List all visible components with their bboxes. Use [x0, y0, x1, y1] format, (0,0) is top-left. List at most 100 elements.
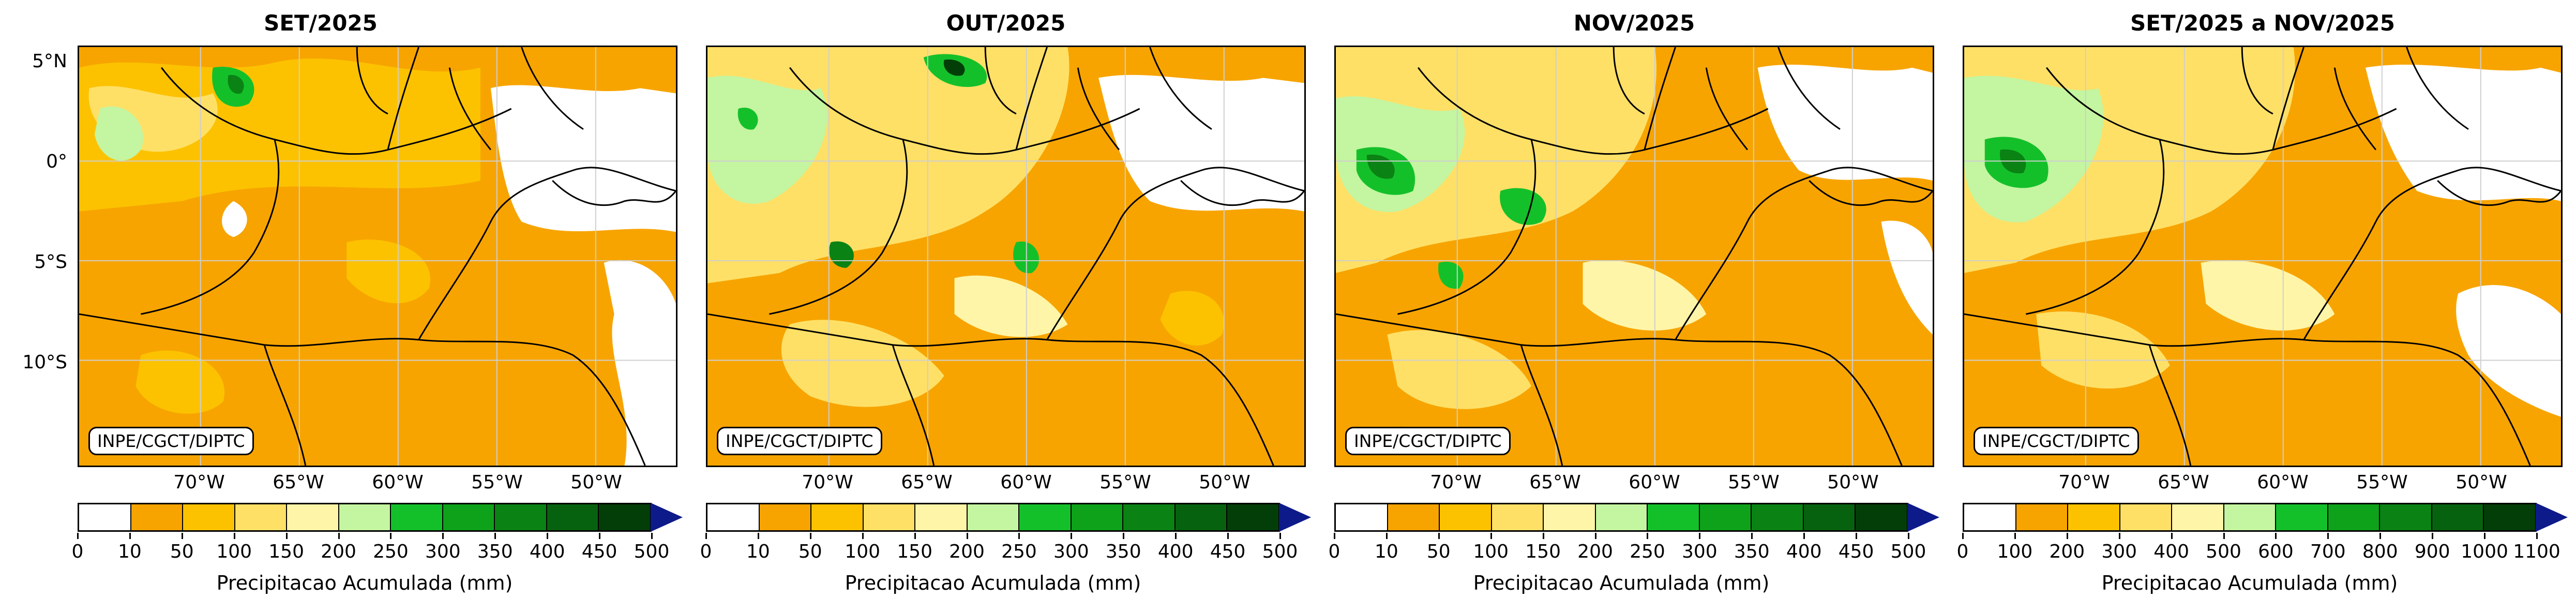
colorbar-segment [1227, 504, 1279, 530]
colorbar-tick-label: 300 [2101, 541, 2137, 562]
colorbar-segment [811, 504, 864, 530]
colorbar-tick-label: 450 [1210, 541, 1246, 562]
lon-label-65w: 65°W [2158, 472, 2209, 493]
lon-label-55w: 55°W [1099, 472, 1151, 493]
colorbar-tick [2327, 533, 2329, 539]
colorbar-segment [1964, 504, 2016, 530]
lon-label-50w: 50°W [570, 472, 622, 493]
colorbar-tick [1279, 533, 1281, 539]
colorbar-tick [1856, 533, 1858, 539]
colorbar-segment [915, 504, 968, 530]
colorbar-segment [863, 504, 916, 530]
colorbar-tick-label: 450 [1838, 541, 1874, 562]
colorbar-tick-label: 500 [1262, 541, 1298, 562]
colorbar-tick [1542, 533, 1544, 539]
colorbar-segment [2068, 504, 2120, 530]
colorbar-tick [1071, 533, 1073, 539]
colorbar-tick-label: 1100 [2513, 541, 2560, 562]
lon-label-50w: 50°W [1827, 472, 1879, 493]
colorbar-segment [183, 504, 235, 530]
colorbar-extend-arrow [1279, 503, 1311, 532]
colorbar-tick-label: 100 [1997, 541, 2033, 562]
colorbar-label: Precipitacao Acumulada (mm) [2101, 572, 2398, 594]
colorbar-segment [1336, 504, 1388, 530]
colorbar-segment [2380, 504, 2432, 530]
colorbar-tick-label: 350 [1734, 541, 1770, 562]
lon-label-70w: 70°W [802, 472, 853, 493]
colorbar-tick-label: 700 [2310, 541, 2346, 562]
lon-label-55w: 55°W [471, 472, 523, 493]
colorbar-segment [235, 504, 288, 530]
colorbar-tick-label: 150 [1525, 541, 1561, 562]
lon-label-65w: 65°W [901, 472, 953, 493]
colorbar-tick-label: 10 [118, 541, 142, 562]
colorbar-tick-label: 400 [529, 541, 565, 562]
lon-label-65w: 65°W [1529, 472, 1581, 493]
colorbar-tick [1803, 533, 1805, 539]
colorbar-tick-label: 800 [2362, 541, 2398, 562]
source-label: INPE/CGCT/DIPTC [88, 427, 254, 455]
colorbar-label: Precipitacao Acumulada (mm) [1473, 572, 1770, 594]
colorbar-segment [2328, 504, 2381, 530]
colorbar-tick-label: 450 [581, 541, 617, 562]
colorbar-tick [2275, 533, 2277, 539]
colorbar-segment [2224, 504, 2277, 530]
colorbar-extend-arrow [1907, 503, 1939, 532]
map-shading [79, 47, 676, 466]
source-label: INPE/CGCT/DIPTC [717, 427, 882, 455]
colorbar-tick [442, 533, 444, 539]
colorbar-tick [809, 533, 811, 539]
colorbar-tick-label: 100 [1473, 541, 1509, 562]
lon-label-60w: 60°W [1000, 472, 1052, 493]
colorbar-segment [1492, 504, 1544, 530]
colorbar [1963, 503, 2537, 532]
colorbar-tick [77, 533, 79, 539]
map-shading [707, 47, 1304, 466]
colorbar-tick-label: 900 [2414, 541, 2450, 562]
colorbar-tick [757, 533, 759, 539]
colorbar-segment [1648, 504, 1700, 530]
colorbar-tick [2223, 533, 2225, 539]
colorbar-tick-label: 400 [1786, 541, 1822, 562]
colorbar-tick-label: 300 [1682, 541, 1718, 562]
colorbar-tick [1334, 533, 1335, 539]
colorbar-tick-label: 150 [268, 541, 304, 562]
colorbar-tick-label: 0 [71, 541, 84, 562]
colorbar-tick [2379, 533, 2382, 539]
colorbar-tick-label: 300 [425, 541, 461, 562]
colorbar [78, 503, 652, 532]
colorbar-tick-label: 50 [798, 541, 822, 562]
lat-label-10s: 10°S [22, 352, 67, 373]
colorbar-segment [1699, 504, 1752, 530]
colorbar-tick [2014, 533, 2016, 539]
panel-title: OUT/2025 [946, 10, 1066, 36]
colorbar-tick [1751, 533, 1753, 539]
lon-label-60w: 60°W [1629, 472, 1680, 493]
colorbar-tick-label: 350 [477, 541, 513, 562]
colorbar-segment [1071, 504, 1124, 530]
panel-title: NOV/2025 [1573, 10, 1695, 36]
colorbar-segment [2432, 504, 2484, 530]
colorbar-segment [1595, 504, 1648, 530]
colorbar-tick [2118, 533, 2120, 539]
colorbar-tick-label: 1000 [2461, 541, 2508, 562]
colorbar-tick [2066, 533, 2068, 539]
colorbar-tick [338, 533, 340, 539]
precipitation-map: INPE/CGCT/DIPTC [1334, 46, 1934, 467]
colorbar-label: Precipitacao Acumulada (mm) [216, 572, 513, 594]
colorbar-segment [1123, 504, 1176, 530]
colorbar-segment [287, 504, 339, 530]
panel-set-nov-2025: SET/2025 a NOV/2025 [1885, 0, 2568, 613]
colorbar-tick [1647, 533, 1649, 539]
colorbar-tick-label: 200 [2049, 541, 2085, 562]
colorbar-tick-label: 0 [1956, 541, 1969, 562]
colorbar-extend-arrow [651, 503, 683, 532]
colorbar-segment [131, 504, 184, 530]
colorbar-tick [651, 533, 653, 539]
colorbar-tick-label: 600 [2258, 541, 2294, 562]
lon-label-70w: 70°W [173, 472, 225, 493]
colorbar-segment [339, 504, 391, 530]
colorbar-tick [1227, 533, 1229, 539]
lon-label-65w: 65°W [273, 472, 324, 493]
colorbar-tick-label: 250 [1001, 541, 1037, 562]
